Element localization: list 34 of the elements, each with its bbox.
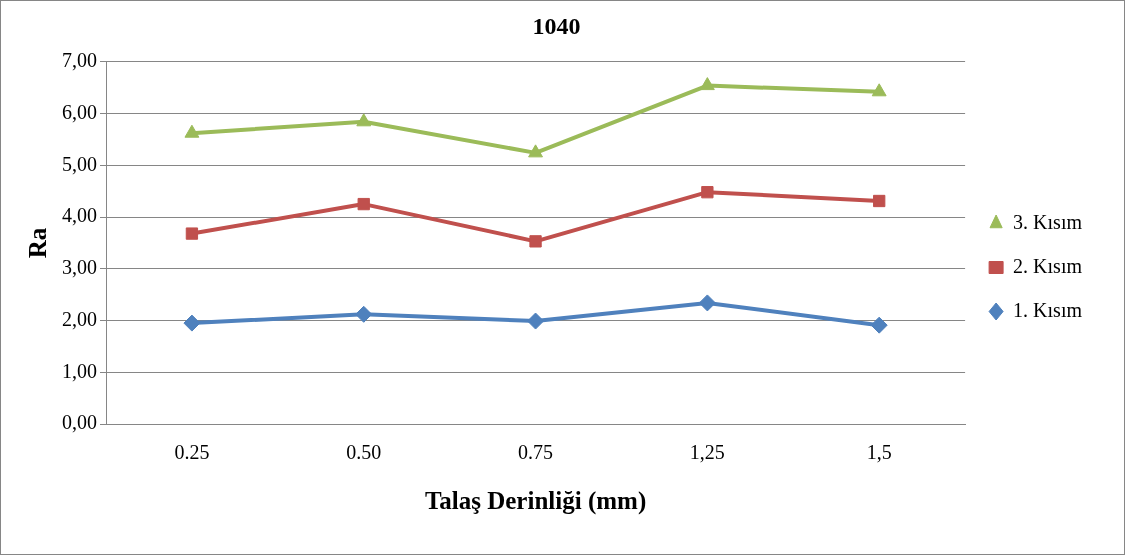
x-tick-label: 0.75 bbox=[518, 441, 554, 464]
y-tick-label: 2,00 bbox=[62, 307, 97, 330]
y-tick-label: 0,00 bbox=[62, 411, 97, 434]
x-tick-label: 1,5 bbox=[866, 441, 892, 464]
x-tick-label: 1,25 bbox=[689, 441, 725, 464]
y-tick-label: 1,00 bbox=[62, 359, 97, 382]
point bbox=[873, 194, 886, 208]
y-tick-label: 7,00 bbox=[62, 49, 97, 72]
y-tick-label: 6,00 bbox=[62, 100, 97, 123]
point bbox=[870, 316, 888, 334]
point bbox=[871, 83, 887, 97]
point bbox=[183, 314, 201, 332]
point bbox=[528, 144, 543, 158]
x-tick-label: 0.50 bbox=[346, 441, 382, 464]
y-axis-title: Ra bbox=[24, 227, 52, 259]
x-tick-label: 0.25 bbox=[174, 441, 210, 464]
point bbox=[699, 77, 715, 91]
point bbox=[701, 186, 714, 199]
point bbox=[185, 227, 199, 240]
point bbox=[529, 235, 542, 248]
point bbox=[184, 124, 200, 138]
legend-label: 1. Kısım bbox=[1013, 298, 1083, 321]
x-axis-title: Talaş Derinliği (mm) bbox=[424, 487, 647, 516]
point bbox=[355, 305, 373, 323]
y-tick-label: 3,00 bbox=[62, 256, 97, 279]
legend-label: 3. Kısım bbox=[1013, 210, 1083, 233]
legend-label: 2. Kısım bbox=[1013, 254, 1083, 277]
point bbox=[698, 294, 716, 312]
point bbox=[356, 113, 372, 127]
y-tick-label: 4,00 bbox=[62, 204, 97, 227]
point bbox=[357, 197, 370, 211]
chart-title: 1040 bbox=[532, 12, 581, 39]
point bbox=[527, 312, 545, 330]
y-tick-label: 5,00 bbox=[62, 152, 97, 175]
